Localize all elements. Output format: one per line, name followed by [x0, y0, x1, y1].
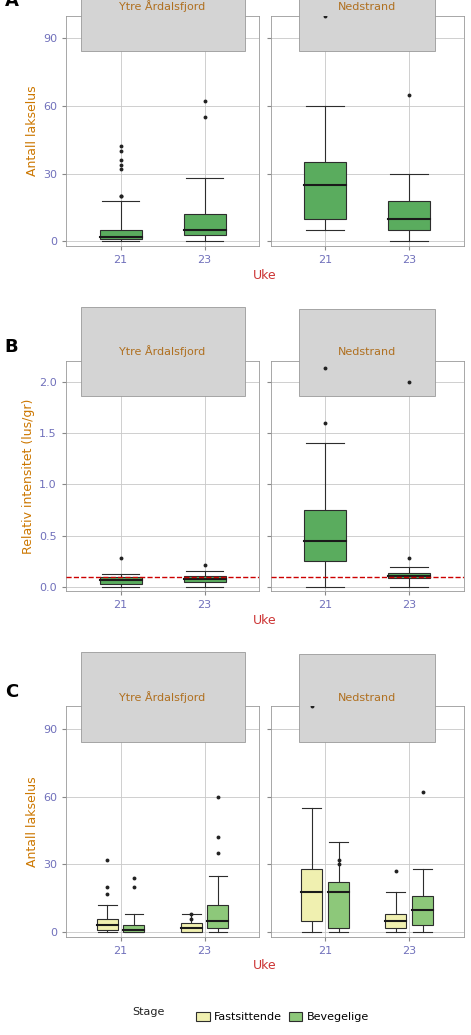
Title: Ytre Årdalsfjord: Ytre Årdalsfjord [120, 691, 206, 703]
Text: Uke: Uke [253, 614, 277, 627]
FancyBboxPatch shape [180, 923, 202, 933]
FancyBboxPatch shape [301, 869, 322, 921]
FancyBboxPatch shape [304, 510, 346, 561]
FancyBboxPatch shape [99, 576, 142, 584]
FancyBboxPatch shape [99, 230, 142, 239]
Text: Uke: Uke [253, 269, 277, 282]
FancyBboxPatch shape [328, 883, 349, 927]
Text: Stage: Stage [132, 1007, 164, 1017]
Legend: Fastsittende, Bevegelige: Fastsittende, Bevegelige [194, 1009, 371, 1025]
Y-axis label: Relativ intensitet (lus/gr): Relativ intensitet (lus/gr) [22, 398, 35, 554]
FancyBboxPatch shape [412, 896, 433, 925]
FancyBboxPatch shape [123, 925, 145, 933]
FancyBboxPatch shape [208, 905, 228, 927]
Text: A: A [5, 0, 18, 10]
FancyBboxPatch shape [184, 575, 226, 582]
FancyBboxPatch shape [385, 914, 406, 927]
FancyBboxPatch shape [388, 201, 430, 230]
FancyBboxPatch shape [184, 214, 226, 235]
Title: Nedstrand: Nedstrand [338, 692, 397, 703]
Text: Uke: Uke [253, 959, 277, 973]
Title: Nedstrand: Nedstrand [338, 348, 397, 357]
Title: Nedstrand: Nedstrand [338, 2, 397, 12]
FancyBboxPatch shape [97, 919, 118, 929]
FancyBboxPatch shape [304, 162, 346, 218]
Title: Ytre Årdalsfjord: Ytre Årdalsfjord [120, 346, 206, 357]
Title: Ytre Årdalsfjord: Ytre Årdalsfjord [120, 0, 206, 12]
Y-axis label: Antall lakselus: Antall lakselus [25, 776, 39, 867]
Text: B: B [5, 337, 18, 356]
Y-axis label: Antall lakselus: Antall lakselus [25, 85, 39, 176]
Text: C: C [5, 683, 18, 702]
FancyBboxPatch shape [388, 572, 430, 578]
